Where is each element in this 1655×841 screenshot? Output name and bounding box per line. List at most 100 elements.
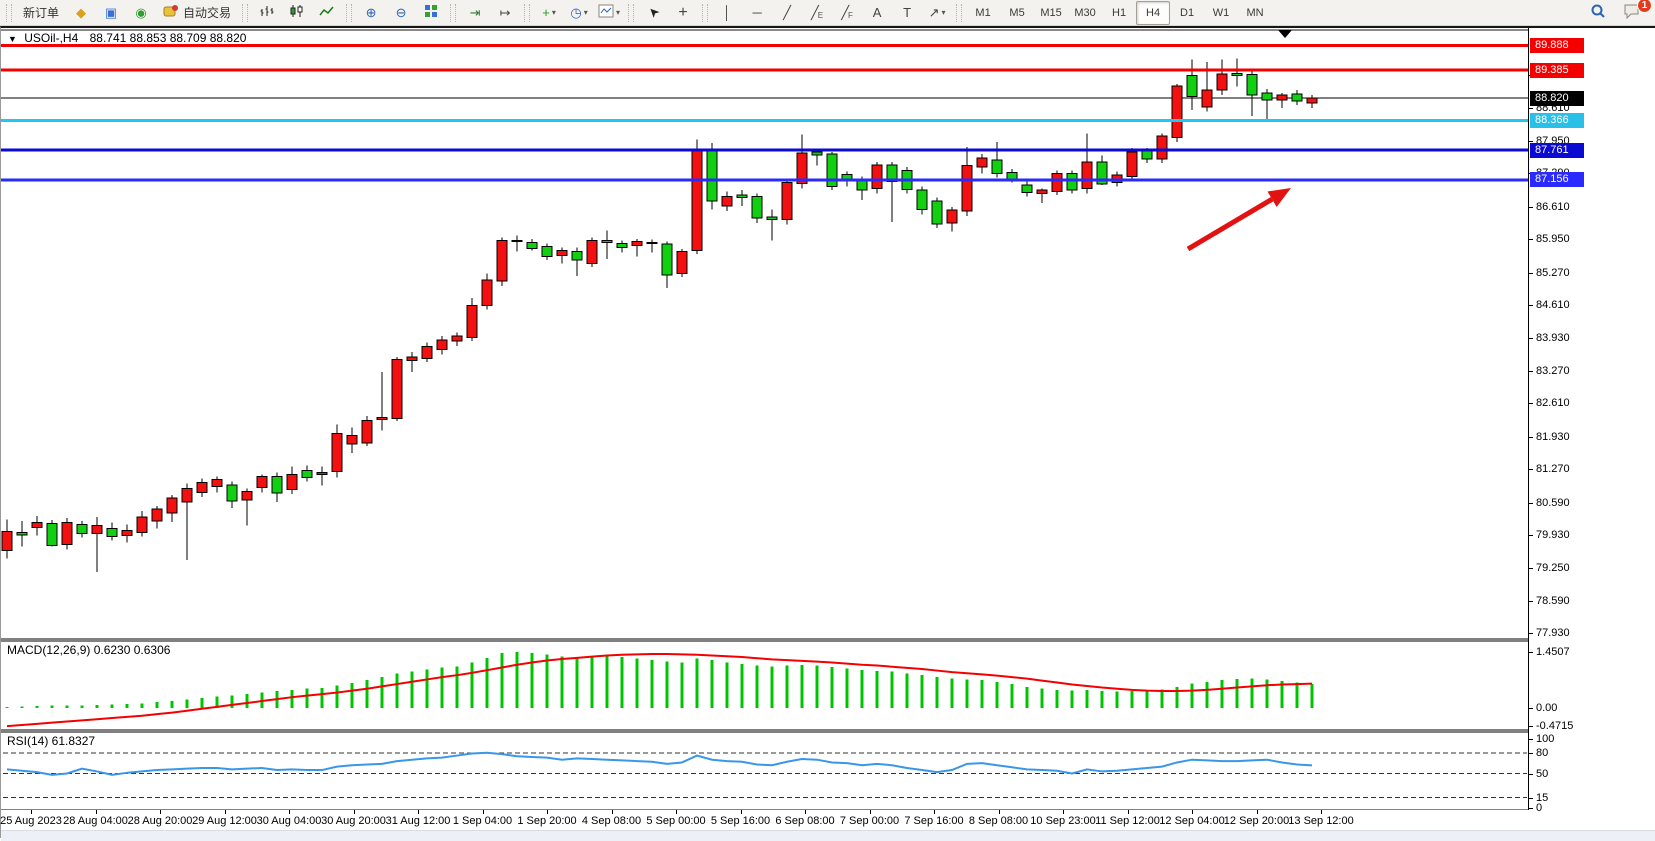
new-chart-icon[interactable]: ◆: [66, 1, 96, 25]
candle[interactable]: [601, 230, 613, 259]
candle[interactable]: [766, 209, 778, 241]
periods-icon[interactable]: ◷ ▾: [564, 1, 594, 25]
chat-icon[interactable]: 1: [1617, 0, 1652, 25]
candle[interactable]: [466, 298, 478, 341]
candle[interactable]: [166, 495, 178, 522]
timeframe-mn-button[interactable]: MN: [1246, 6, 1264, 19]
candle[interactable]: [646, 239, 658, 253]
candle[interactable]: [481, 273, 493, 310]
timeframe-w1-button[interactable]: W1: [1212, 6, 1230, 19]
candle[interactable]: [991, 141, 1003, 178]
candle[interactable]: [931, 197, 943, 228]
candle[interactable]: [631, 239, 643, 257]
candle[interactable]: [1036, 188, 1048, 204]
candle[interactable]: [361, 416, 373, 447]
vertical-line-icon[interactable]: │: [712, 1, 742, 25]
trendline-icon[interactable]: ╱: [772, 1, 802, 25]
new-order-button[interactable]: 新订单: [23, 6, 60, 20]
candle[interactable]: [1261, 89, 1273, 122]
search-icon[interactable]: [1583, 1, 1613, 25]
candle[interactable]: [871, 161, 883, 194]
candle[interactable]: [676, 248, 688, 277]
chart-plot-area[interactable]: [1, 28, 1529, 810]
candle[interactable]: [1171, 84, 1183, 143]
candle[interactable]: [31, 515, 43, 536]
candle[interactable]: [196, 478, 208, 498]
candle[interactable]: [1126, 148, 1138, 182]
candle[interactable]: [391, 357, 403, 421]
candle[interactable]: [211, 476, 223, 493]
candle[interactable]: [1276, 93, 1288, 108]
candle[interactable]: [706, 143, 718, 210]
candle[interactable]: [751, 193, 763, 223]
candle[interactable]: [511, 235, 523, 252]
candle[interactable]: [1246, 69, 1258, 117]
candle[interactable]: [1066, 170, 1078, 194]
candle[interactable]: [1231, 58, 1243, 87]
candle[interactable]: [961, 147, 973, 216]
candle[interactable]: [781, 180, 793, 225]
candle[interactable]: [1291, 90, 1303, 105]
candle[interactable]: [1081, 133, 1093, 194]
timeframe-m5-button[interactable]: M5: [1009, 6, 1025, 19]
candle[interactable]: [226, 481, 238, 508]
tile-windows-icon[interactable]: [416, 1, 446, 25]
candle[interactable]: [946, 207, 958, 232]
candle[interactable]: [76, 520, 88, 538]
candle[interactable]: [1186, 59, 1198, 110]
candle[interactable]: [616, 240, 628, 253]
candle[interactable]: [571, 247, 583, 276]
candle[interactable]: [271, 472, 283, 503]
candle[interactable]: [16, 520, 28, 547]
candle[interactable]: [151, 506, 163, 529]
equidistant-channel-icon[interactable]: ╱ E: [810, 5, 824, 20]
zoom-out-icon[interactable]: ⊖: [386, 1, 416, 25]
candle[interactable]: [496, 237, 508, 286]
fibonacci-icon[interactable]: ╱ F: [841, 5, 853, 20]
candle[interactable]: [826, 152, 838, 190]
candle[interactable]: [811, 149, 823, 166]
candle[interactable]: [1021, 181, 1033, 197]
candlestick-chart-icon[interactable]: [282, 1, 312, 25]
candle[interactable]: [136, 510, 148, 537]
candle[interactable]: [376, 371, 388, 431]
time-axis[interactable]: 25 Aug 2023 28 Aug 04:00 28 Aug 20:00 29 Au…: [0, 810, 1529, 830]
candle[interactable]: [721, 191, 733, 212]
candle[interactable]: [121, 524, 133, 543]
timeframe-m1-button[interactable]: M1: [975, 6, 991, 19]
candle[interactable]: [406, 352, 418, 372]
candle[interactable]: [301, 465, 313, 482]
candle[interactable]: [1216, 59, 1228, 96]
candle[interactable]: [451, 332, 463, 346]
candle[interactable]: [661, 241, 673, 289]
timeframe-d1-button[interactable]: D1: [1180, 6, 1195, 19]
candle[interactable]: [526, 239, 538, 251]
line-chart-icon[interactable]: [312, 1, 342, 25]
market-watch-icon[interactable]: ◉: [126, 1, 156, 25]
candle[interactable]: [586, 237, 598, 268]
candle[interactable]: [286, 466, 298, 495]
templates-icon[interactable]: ▾: [594, 1, 624, 25]
candle[interactable]: [421, 342, 433, 362]
timeframe-m15-button[interactable]: M15: [1040, 6, 1062, 19]
candle[interactable]: [736, 189, 748, 207]
candle[interactable]: [241, 488, 253, 526]
candle[interactable]: [331, 424, 343, 478]
arrows-tool-icon[interactable]: ↗ ▾: [922, 1, 952, 25]
profiles-icon[interactable]: ▣: [96, 1, 126, 25]
annotation-arrow-head[interactable]: [1267, 188, 1291, 207]
timeframe-h4-button[interactable]: H4: [1136, 0, 1171, 25]
chart-end-marker-icon[interactable]: [1278, 30, 1292, 38]
candle[interactable]: [541, 243, 553, 261]
candle[interactable]: [316, 466, 328, 486]
candle[interactable]: [556, 247, 568, 264]
chart-dropdown-icon[interactable]: ▼: [8, 34, 17, 44]
auto-scroll-icon[interactable]: ⇥: [460, 1, 490, 25]
label-icon[interactable]: T: [892, 1, 922, 25]
candle[interactable]: [1051, 170, 1063, 195]
add-indicator-icon[interactable]: + ▾: [534, 1, 564, 25]
candle[interactable]: [1156, 133, 1168, 163]
candle[interactable]: [46, 519, 58, 547]
candle[interactable]: [91, 516, 103, 572]
text-icon[interactable]: A: [862, 1, 892, 25]
